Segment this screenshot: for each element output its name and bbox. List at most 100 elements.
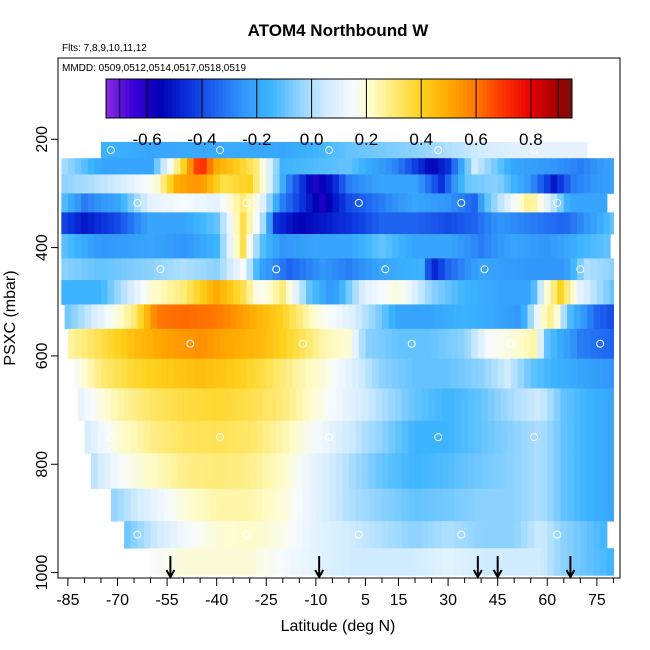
heat-cell xyxy=(352,212,360,235)
heat-cell xyxy=(279,141,287,159)
heat-cell xyxy=(147,141,155,159)
observation-marker xyxy=(457,198,466,207)
heat-cell xyxy=(553,453,562,490)
heat-cell xyxy=(583,358,591,389)
heat-cell xyxy=(524,234,532,259)
heat-cell xyxy=(570,212,578,235)
heat-cell xyxy=(355,388,363,422)
heat-cell xyxy=(299,358,307,389)
heat-cell xyxy=(467,420,476,454)
heat-cell xyxy=(600,453,608,490)
heat-cell xyxy=(497,258,505,281)
heat-cell xyxy=(183,304,191,330)
heat-cell xyxy=(200,234,208,259)
heat-cell xyxy=(305,141,314,159)
colorbar-segment xyxy=(358,79,363,118)
heat-cell xyxy=(421,453,429,490)
heat-cell xyxy=(557,280,565,305)
heat-cell xyxy=(167,141,175,159)
heat-cell xyxy=(279,158,287,175)
heat-cell xyxy=(474,388,482,422)
heat-cell xyxy=(352,158,360,175)
heat-cell xyxy=(431,234,439,259)
heat-cell xyxy=(210,388,218,422)
heat-cell xyxy=(127,193,135,213)
heat-cell xyxy=(339,234,347,259)
heat-cell xyxy=(471,234,479,259)
heat-cell xyxy=(464,258,472,281)
heat-cell xyxy=(398,141,406,159)
heat-cell xyxy=(246,280,254,305)
heat-cell xyxy=(458,158,466,175)
heat-cell xyxy=(117,420,125,454)
heat-cell xyxy=(335,548,343,576)
observation-marker xyxy=(553,530,562,539)
heat-cell xyxy=(391,212,400,235)
heat-cell xyxy=(216,304,224,330)
heat-cell xyxy=(239,212,248,235)
heat-cell xyxy=(606,488,614,522)
heat-cell xyxy=(358,174,367,194)
heat-cell xyxy=(497,280,505,305)
heat-cell xyxy=(67,234,76,259)
heat-cell xyxy=(596,358,605,389)
heat-cell xyxy=(315,420,324,454)
x-tick-label: 5 xyxy=(361,592,370,609)
heat-cell xyxy=(458,258,466,281)
heat-cell xyxy=(203,548,211,576)
colorbar-segment xyxy=(362,79,367,118)
heat-cell xyxy=(259,174,267,194)
heat-cell xyxy=(500,488,509,522)
heat-cell xyxy=(325,212,333,235)
heat-cell xyxy=(61,158,69,175)
heat-cell xyxy=(550,158,558,175)
colorbar-segment xyxy=(288,79,293,118)
heat-cell xyxy=(418,328,426,360)
heat-cell xyxy=(233,158,241,175)
heat-cell xyxy=(610,280,614,305)
heat-cell xyxy=(219,280,228,305)
heat-cell xyxy=(289,420,297,454)
heat-cell xyxy=(200,328,208,360)
heat-cell xyxy=(325,158,333,175)
heat-cell xyxy=(239,141,248,159)
heat-cell xyxy=(229,388,238,422)
heat-cell xyxy=(401,488,410,522)
heat-cell xyxy=(332,328,340,360)
heat-cell xyxy=(269,388,277,422)
heat-cell xyxy=(157,521,165,549)
heat-cell xyxy=(302,304,310,330)
heat-cell xyxy=(345,280,353,305)
heat-cell xyxy=(269,548,277,576)
heat-cell xyxy=(464,158,472,175)
heat-cell xyxy=(296,453,304,490)
heat-cell xyxy=(253,141,261,159)
heat-cell xyxy=(74,258,82,281)
heat-cell xyxy=(385,328,393,360)
x-tick-label: 60 xyxy=(538,592,556,609)
heat-cell xyxy=(375,420,383,454)
heat-cell xyxy=(150,388,158,422)
heat-cell xyxy=(74,280,82,305)
heat-cell xyxy=(504,280,512,305)
heat-cell xyxy=(81,158,89,175)
heat-cell xyxy=(249,548,257,576)
heat-cell xyxy=(517,193,525,213)
heat-cell xyxy=(507,488,515,522)
heat-cell xyxy=(438,358,446,389)
heat-cell xyxy=(302,521,310,549)
heat-cell xyxy=(61,280,69,305)
heat-cell xyxy=(517,158,525,175)
heat-cell xyxy=(497,212,505,235)
heat-cell xyxy=(395,388,403,422)
heat-cell xyxy=(543,158,552,175)
colorbar-segment xyxy=(397,79,402,118)
heat-cell xyxy=(167,234,175,259)
colorbar-segment xyxy=(424,79,429,118)
heat-cell xyxy=(150,453,158,490)
heat-cell xyxy=(107,234,115,259)
heat-cell xyxy=(517,258,525,281)
colorbar-ticks: -0.6 -0.4 -0.2 0.0 0.2 0.4 0.6 0.8 xyxy=(119,79,559,149)
heat-cell xyxy=(130,488,138,522)
heat-cell xyxy=(127,358,135,389)
